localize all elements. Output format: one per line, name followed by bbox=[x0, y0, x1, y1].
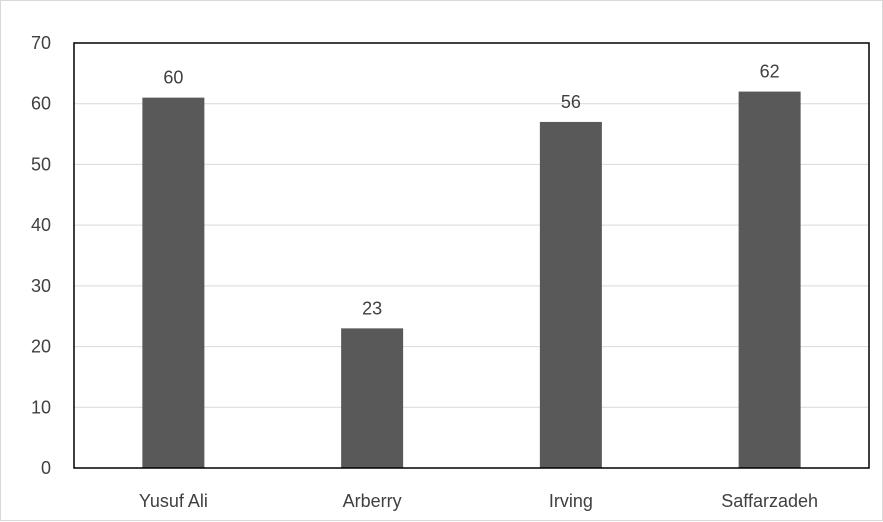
gridlines bbox=[74, 103, 869, 408]
y-tick-label: 10 bbox=[31, 397, 51, 417]
data-labels: 60 23 56 62 bbox=[163, 62, 779, 319]
bar bbox=[142, 97, 205, 469]
y-tick-label: 30 bbox=[31, 276, 51, 296]
bar bbox=[539, 121, 602, 468]
y-tick-label: 20 bbox=[31, 337, 51, 357]
plot-border bbox=[73, 42, 870, 469]
bars bbox=[142, 91, 801, 469]
x-tick-label: Yusuf Ali bbox=[139, 491, 208, 511]
y-tick-label: 70 bbox=[31, 33, 51, 53]
x-tick-label: Saffarzadeh bbox=[721, 491, 818, 511]
x-tick-label: Arberry bbox=[343, 491, 402, 511]
bar bbox=[738, 91, 801, 469]
y-tick-label: 60 bbox=[31, 94, 51, 114]
data-label: 62 bbox=[760, 62, 780, 82]
x-axis-ticks: Yusuf Ali Arberry Irving Saffarzadeh bbox=[139, 491, 818, 511]
data-label: 56 bbox=[561, 92, 581, 112]
bar bbox=[341, 328, 404, 468]
y-tick-label: 40 bbox=[31, 215, 51, 235]
data-label: 60 bbox=[163, 68, 183, 88]
y-tick-label: 50 bbox=[31, 154, 51, 174]
y-tick-label: 0 bbox=[41, 458, 51, 478]
x-tick-label: Irving bbox=[549, 491, 593, 511]
y-axis-ticks: 0 10 20 30 40 50 60 70 bbox=[31, 33, 51, 478]
data-label: 23 bbox=[362, 298, 382, 318]
